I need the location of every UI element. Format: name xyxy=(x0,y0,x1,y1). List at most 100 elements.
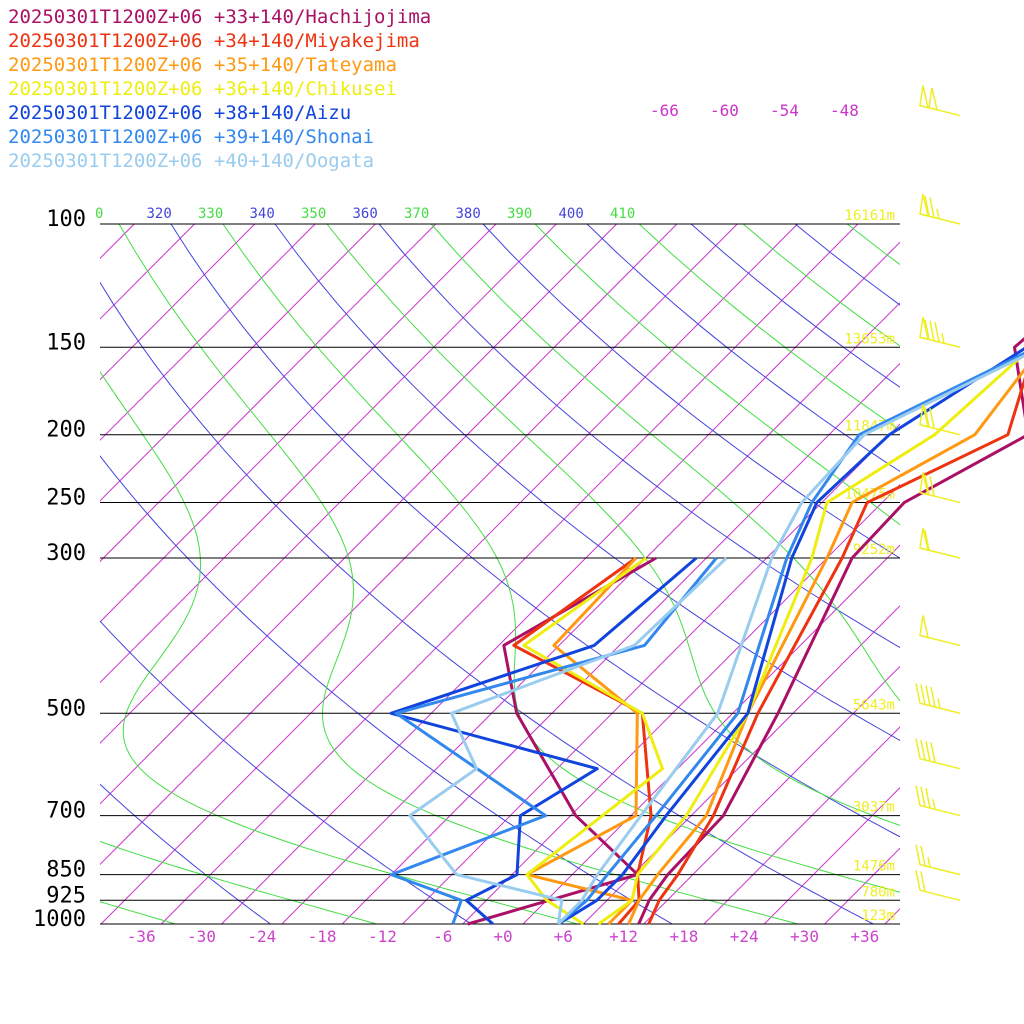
x-tick-label: -6 xyxy=(433,927,452,946)
wind-barb xyxy=(919,317,961,348)
theta-line xyxy=(100,281,874,924)
isotherm-line xyxy=(884,908,900,924)
wind-barbs xyxy=(915,85,961,902)
theta-e-line xyxy=(742,223,900,347)
theta-label: 340 xyxy=(250,206,275,222)
theta-label: 370 xyxy=(404,206,429,222)
x-tick-label: +6 xyxy=(554,927,573,946)
top-temp-label: -48 xyxy=(830,101,859,120)
height-label: 16161m xyxy=(844,208,895,224)
height-label: 1476m xyxy=(853,859,895,875)
x-tick-label: -12 xyxy=(368,927,397,946)
theta-label: 360 xyxy=(353,206,378,222)
height-label: 780m xyxy=(861,884,895,900)
isotherm-line xyxy=(100,223,617,744)
theta-line xyxy=(794,223,900,306)
wind-barb xyxy=(919,615,961,647)
isotherm-line xyxy=(462,483,900,924)
x-tick-label: +24 xyxy=(730,927,759,946)
height-label: 3037m xyxy=(853,800,895,816)
series-dewpoint-line xyxy=(408,556,728,925)
series-temperature-line xyxy=(637,337,1024,925)
isotherm-line xyxy=(160,223,859,924)
x-tick-label: -18 xyxy=(308,927,337,946)
top-temperature-labels: -66 -60 -54 -48 xyxy=(650,101,859,120)
isotherm-line xyxy=(583,605,900,924)
pressure-label: 700 xyxy=(46,799,86,824)
series-dewpoint-line xyxy=(389,556,698,926)
legend-entry: 20250301T1200Z+06 +38+140/Aizu xyxy=(8,102,352,124)
pressure-label: 1000 xyxy=(33,907,86,932)
height-label: 123m xyxy=(861,908,895,924)
isotherm-line xyxy=(100,223,678,805)
isotherm-line xyxy=(824,847,900,924)
pressure-label: 150 xyxy=(46,330,86,355)
isotherm-line xyxy=(341,362,900,924)
pressure-label: 850 xyxy=(46,858,86,883)
wind-barb xyxy=(919,85,961,117)
isotherm-line xyxy=(100,223,316,441)
isobar-lines xyxy=(100,223,900,925)
legend-entry: 20250301T1200Z+06 +39+140/Shonai xyxy=(8,126,375,148)
x-tick-label: -30 xyxy=(187,927,216,946)
wind-barb xyxy=(915,844,961,876)
x-tick-label: +36 xyxy=(850,927,879,946)
isotherm-line xyxy=(100,223,376,502)
isotherm-line xyxy=(703,726,900,924)
isotherm-lines xyxy=(0,223,1024,924)
isotherm-line xyxy=(100,223,195,320)
top-temp-label: -54 xyxy=(770,101,799,120)
legend-entry: 20250301T1200Z+06 +35+140/Tateyama xyxy=(8,54,397,76)
isotherm-line xyxy=(100,223,497,623)
wind-barb xyxy=(919,404,961,436)
theta-label: 400 xyxy=(559,206,584,222)
x-tick-label: +30 xyxy=(790,927,819,946)
theta-label: 330 xyxy=(198,206,223,222)
wind-barb xyxy=(919,527,961,559)
series-dewpoint-line xyxy=(525,556,639,926)
pressure-label: 200 xyxy=(46,418,86,443)
x-tick-label: +0 xyxy=(493,927,512,946)
series-temperature-line xyxy=(557,354,1024,926)
wind-barb xyxy=(919,193,961,225)
isotherm-line xyxy=(0,224,14,924)
theta-e-line xyxy=(534,223,900,526)
isotherm-line xyxy=(100,223,738,866)
isotherm-line xyxy=(100,223,437,563)
wind-barb xyxy=(915,683,961,715)
theta-e-line xyxy=(638,223,900,431)
wind-barb xyxy=(915,738,961,770)
theta-label: 390 xyxy=(507,206,532,222)
pressure-label: 100 xyxy=(46,207,86,232)
theta-label: 350 xyxy=(301,206,326,222)
legend-entry: 20250301T1200Z+06 +34+140/Miyakejima xyxy=(8,30,420,52)
isotherm-line xyxy=(100,223,557,684)
top-temp-label: -66 xyxy=(650,101,679,120)
isotherm-line xyxy=(763,786,900,924)
legend-entry: 20250301T1200Z+06 +36+140/Chikusei xyxy=(8,78,397,100)
theta-labels: 0 320 330 340 350 360 370 380 390 400 410 xyxy=(95,206,635,222)
pressure-label: 250 xyxy=(46,486,86,511)
theta-e-line xyxy=(100,901,176,924)
theta-label: 320 xyxy=(147,206,172,222)
wind-barb xyxy=(915,870,961,902)
theta-line xyxy=(690,223,900,388)
pressure-label: 925 xyxy=(46,883,86,908)
isotherm-line xyxy=(643,665,900,924)
legend-entry: 20250301T1200Z+06 +33+140/Hachijojima xyxy=(8,6,432,28)
wind-barb xyxy=(915,785,961,817)
wind-barb xyxy=(919,472,961,504)
series-dewpoint-line xyxy=(467,556,657,926)
legend-entry: 20250301T1200Z+06 +40+140/Oogata xyxy=(8,150,375,172)
theta-line xyxy=(100,783,271,924)
isotherm-line xyxy=(1006,224,1024,924)
pressure-label: 500 xyxy=(46,696,86,721)
theta-label: 0 xyxy=(95,206,103,222)
x-tick-label: -24 xyxy=(247,927,276,946)
isotherm-line xyxy=(100,223,256,381)
theta-label: 380 xyxy=(456,206,481,222)
theta-e-line xyxy=(118,223,799,924)
series-temperature-line xyxy=(627,367,1024,925)
series-temperature-line xyxy=(557,347,1024,926)
